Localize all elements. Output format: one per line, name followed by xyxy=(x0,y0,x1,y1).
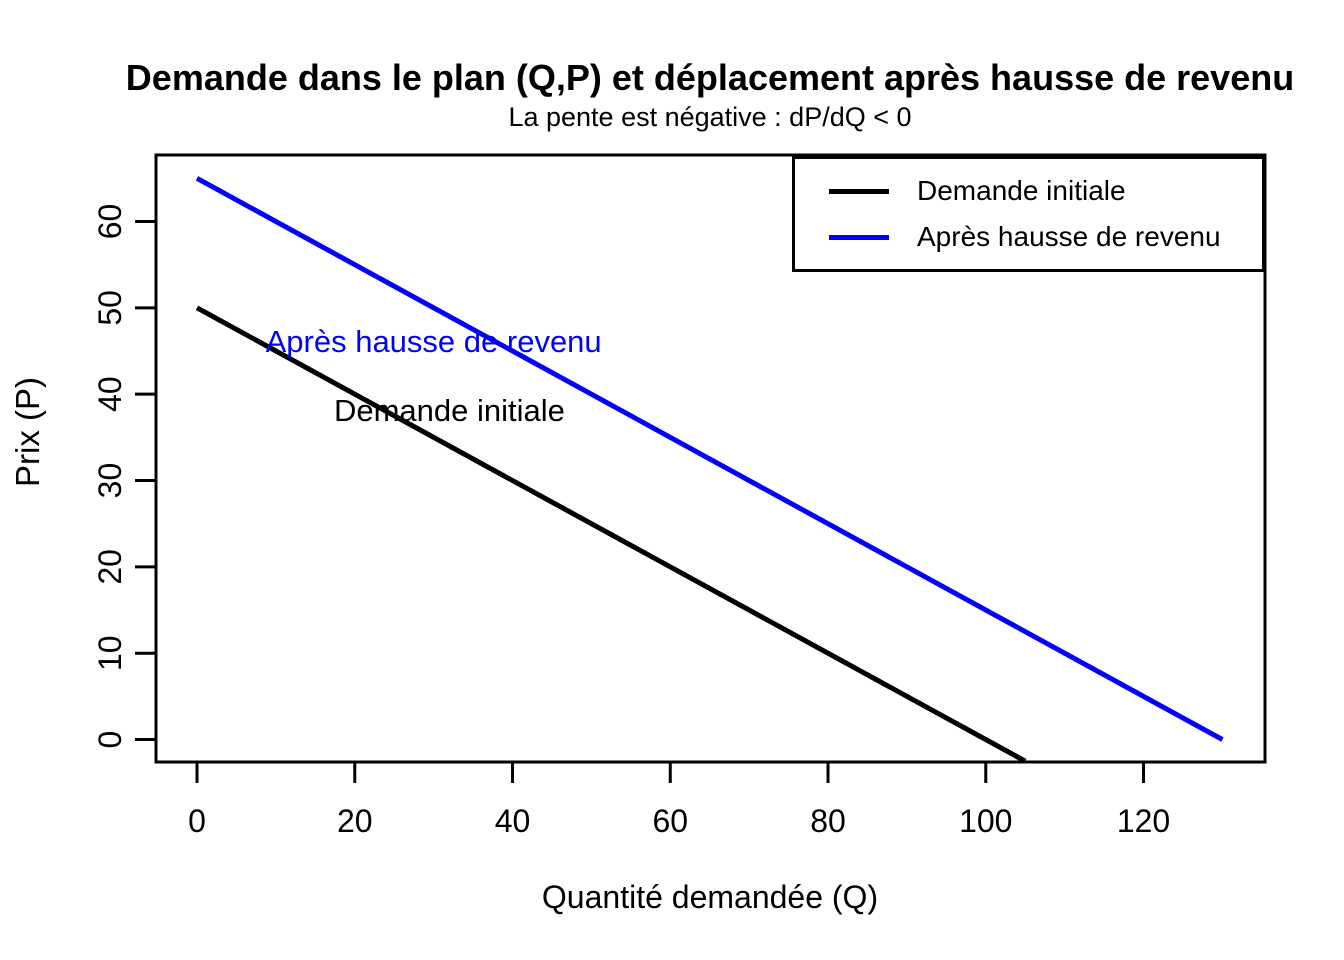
legend-line-sample-black xyxy=(829,188,889,194)
y-tick-label: 20 xyxy=(92,549,128,585)
legend-row-apres-hausse: Après hausse de revenu xyxy=(795,217,1262,257)
x-tick-label: 40 xyxy=(495,803,531,839)
legend: Demande initiale Après hausse de revenu xyxy=(792,156,1265,272)
x-tick-label: 120 xyxy=(1117,803,1170,839)
x-axis-title: Quantité demandée (Q) xyxy=(541,879,879,915)
annotation-demande-initiale: Demande initiale xyxy=(333,393,565,429)
x-tick-label: 60 xyxy=(652,803,688,839)
y-tick-label: 10 xyxy=(92,635,128,671)
series-line-demande-initiale xyxy=(195,305,1027,764)
x-tick-label: 100 xyxy=(959,803,1012,839)
x-tick-label: 0 xyxy=(188,803,206,839)
y-axis-title: Prix (P) xyxy=(9,377,46,487)
series-line-apr-s-hausse-de-revenu xyxy=(195,176,1224,742)
chart-subtitle: La pente est négative : dP/dQ < 0 xyxy=(508,102,912,132)
plot-frame xyxy=(154,153,1267,764)
chart-title: Demande dans le plan (Q,P) et déplacemen… xyxy=(125,57,1295,98)
legend-row-demande-initiale: Demande initiale xyxy=(795,171,1262,211)
legend-line-sample-blue xyxy=(829,234,889,240)
legend-label: Après hausse de revenu xyxy=(917,221,1221,252)
y-tick-label: 60 xyxy=(92,204,128,240)
y-tick-label: 30 xyxy=(92,463,128,499)
legend-label: Demande initiale xyxy=(917,175,1126,206)
y-tick-label: 50 xyxy=(92,290,128,326)
x-tick-label: 80 xyxy=(810,803,846,839)
y-tick-label: 40 xyxy=(92,376,128,412)
x-tick-label: 20 xyxy=(337,803,373,839)
annotation-apres-hausse: Après hausse de revenu xyxy=(265,324,602,360)
y-tick-label: 0 xyxy=(92,731,128,749)
